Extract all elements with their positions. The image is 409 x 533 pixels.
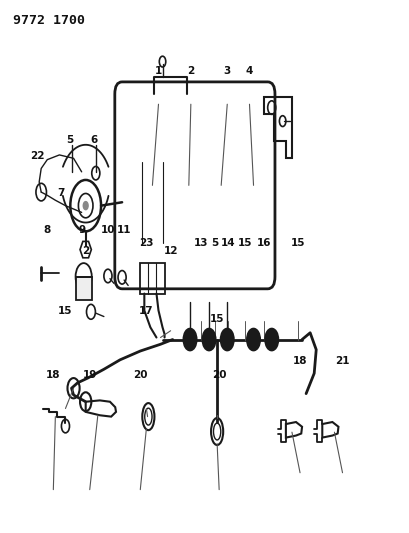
- Text: 7: 7: [58, 188, 65, 198]
- Text: 10: 10: [101, 224, 115, 235]
- Text: 5: 5: [66, 135, 73, 145]
- Text: 15: 15: [58, 306, 72, 316]
- Text: 19: 19: [82, 369, 97, 379]
- Text: 18: 18: [46, 369, 61, 379]
- Text: 9772 1700: 9772 1700: [13, 14, 85, 27]
- Circle shape: [205, 334, 212, 345]
- Text: 20: 20: [211, 369, 226, 379]
- Text: 4: 4: [245, 66, 253, 76]
- Circle shape: [223, 334, 230, 345]
- Text: 15: 15: [209, 314, 224, 324]
- Text: 14: 14: [220, 238, 235, 248]
- Text: 2: 2: [82, 246, 89, 256]
- Text: 1: 1: [155, 66, 162, 76]
- Text: 16: 16: [256, 238, 270, 248]
- Circle shape: [247, 329, 259, 350]
- Text: 15: 15: [290, 238, 305, 248]
- Text: 21: 21: [335, 357, 349, 367]
- Circle shape: [220, 329, 233, 350]
- Text: 18: 18: [292, 357, 306, 367]
- Circle shape: [202, 329, 215, 350]
- Text: 11: 11: [117, 224, 131, 235]
- Text: 20: 20: [133, 369, 147, 379]
- Circle shape: [83, 201, 88, 209]
- Circle shape: [265, 329, 278, 350]
- Text: 5: 5: [211, 238, 218, 248]
- Text: 13: 13: [193, 238, 208, 248]
- FancyBboxPatch shape: [115, 82, 274, 289]
- Bar: [75, 277, 92, 300]
- Text: 8: 8: [43, 224, 51, 235]
- Text: 15: 15: [238, 238, 252, 248]
- Text: 22: 22: [30, 151, 44, 161]
- Circle shape: [249, 334, 256, 345]
- Text: 2: 2: [187, 66, 194, 76]
- Text: 9: 9: [78, 224, 85, 235]
- Text: 17: 17: [139, 306, 153, 316]
- Circle shape: [268, 334, 274, 345]
- Text: 6: 6: [90, 135, 97, 145]
- Circle shape: [187, 334, 193, 345]
- Text: 23: 23: [139, 238, 153, 248]
- Text: 3: 3: [223, 66, 230, 76]
- Text: 12: 12: [163, 246, 178, 256]
- Circle shape: [183, 329, 196, 350]
